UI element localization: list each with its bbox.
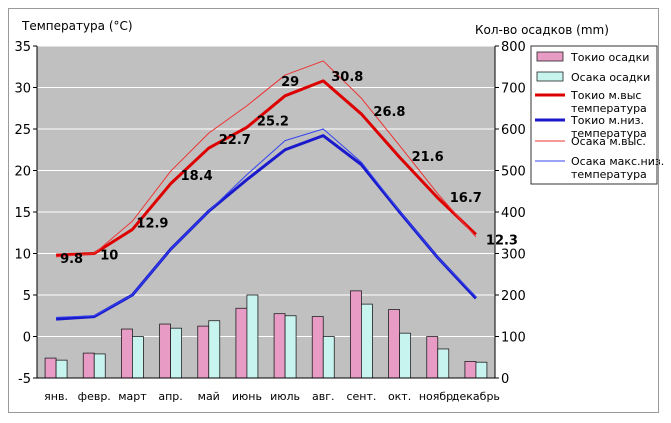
precip-bar (197, 325, 210, 379)
temp-data-label: 10 (100, 249, 118, 264)
precip-bar (159, 323, 171, 379)
precip-bar (426, 336, 439, 379)
legend-label: температура (571, 102, 647, 115)
temp-data-label: 21.6 (412, 150, 444, 165)
right-axis: 0 100 200 300 400 500 600 700 800 (494, 40, 526, 387)
x-tick-label: сент. (346, 390, 376, 403)
precip-bar (121, 328, 133, 379)
right-tick-label: 800 (501, 40, 526, 55)
temp-data-label: 12.3 (486, 233, 518, 248)
left-tick-label: 0 (23, 331, 31, 346)
precip-bar (322, 336, 335, 379)
precip-bar (388, 309, 400, 379)
x-axis: янв. февр. март апр. май июнь июль авг. сент. окт… (37, 377, 500, 403)
precip-bar (273, 313, 286, 379)
x-tick-label: авг. (312, 390, 335, 403)
right-tick-label: 100 (501, 331, 526, 346)
precip-bar (361, 303, 373, 379)
right-tick-label: 500 (501, 165, 526, 180)
left-tick-label: 15 (14, 206, 31, 221)
precip-bar (246, 294, 259, 379)
data-labels: 9.8 10 12.9 18.4 22.7 25.2 29 30.8 26.8 21.6 16.7 1… (60, 70, 518, 267)
right-tick-label: 700 (501, 82, 526, 97)
precip-bar (170, 327, 182, 379)
x-tick-label: июнь (232, 390, 262, 403)
temp-data-label: 26.8 (373, 105, 405, 120)
temp-data-label: 30.8 (331, 70, 363, 85)
x-tick-label: ноябр. (419, 390, 457, 403)
precip-bar (132, 336, 144, 379)
left-tick-label: -5 (18, 372, 31, 387)
precip-bar (82, 352, 95, 379)
x-tick-label: февр. (78, 390, 111, 403)
x-tick-label: янв. (44, 390, 68, 403)
legend-label: Осака макс.низ. (571, 155, 664, 168)
right-tick-label: 300 (501, 248, 526, 263)
right-tick-label: 600 (501, 123, 526, 138)
temperature-lines (55, 60, 478, 321)
precip-bar (350, 290, 362, 379)
precip-bar (93, 353, 106, 379)
temp-data-label: 9.8 (60, 252, 83, 267)
temp-data-label: 25.2 (257, 114, 289, 129)
x-tick-label: март (118, 390, 147, 403)
x-tick-label: июль (270, 390, 300, 403)
legend-label: Токио осадки (570, 51, 649, 64)
legend-label: Осака м.выс. (571, 135, 646, 148)
left-tick-label: 35 (14, 40, 31, 55)
precip-bar (208, 320, 221, 379)
legend-label: Осака осадки (571, 71, 650, 84)
left-tick-label: 30 (14, 82, 31, 97)
right-axis-title: Кол-во осадков (mm) (475, 23, 609, 37)
left-axis-title: Температура (°C) (21, 19, 133, 33)
precip-bar (55, 359, 68, 379)
right-tick-label: 0 (501, 372, 509, 387)
legend-label: Токио м.выс (570, 89, 641, 102)
x-tick-label: декабрь (452, 390, 500, 403)
x-tick-label: май (198, 390, 220, 403)
precip-bar (311, 316, 324, 379)
temp-data-label: 22.7 (219, 133, 251, 148)
temp-data-label: 18.4 (181, 169, 213, 184)
legend-label: температура (571, 168, 647, 181)
temperature-line (56, 79, 477, 257)
right-tick-label: 400 (501, 206, 526, 221)
legend-swatch (536, 51, 564, 62)
temp-data-label: 29 (281, 75, 299, 90)
x-tick-label: апр. (158, 390, 182, 403)
precip-bar (399, 332, 411, 379)
precip-bar (475, 361, 488, 379)
left-tick-label: 25 (14, 123, 31, 138)
legend-label: Токио м.низ. (570, 114, 644, 127)
precip-bars (44, 290, 488, 379)
precip-bar (284, 315, 297, 379)
legend-swatch (536, 71, 564, 82)
right-tick-label: 200 (501, 289, 526, 304)
left-tick-label: 10 (14, 248, 31, 263)
temp-data-label: 16.7 (450, 191, 482, 206)
precip-bar (464, 360, 477, 379)
temperature-line (56, 128, 477, 318)
precip-bar (44, 357, 57, 379)
left-tick-label: 5 (23, 289, 31, 304)
temperature-line (56, 60, 477, 258)
legend-label: температура (571, 127, 647, 140)
x-tick-label: окт. (388, 390, 411, 403)
left-axis: -5 0 5 10 15 20 25 30 35 (14, 40, 38, 387)
temp-data-label: 12.9 (136, 216, 168, 231)
precip-bar (437, 348, 450, 379)
precip-bar (235, 307, 248, 379)
left-tick-label: 20 (14, 165, 31, 180)
